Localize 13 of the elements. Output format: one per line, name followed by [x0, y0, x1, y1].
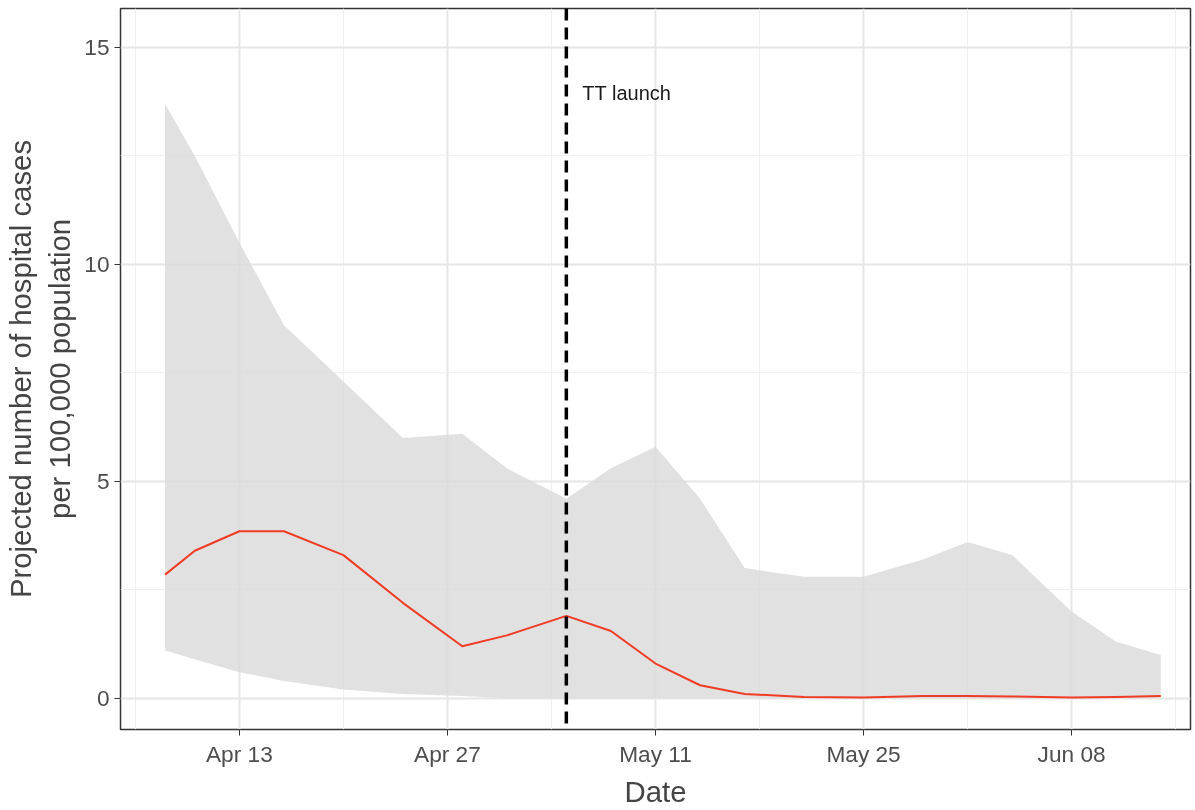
- x-tick-label: May 25: [826, 740, 901, 767]
- x-axis-title: Date: [624, 774, 687, 808]
- y-tick-label: 0: [96, 684, 110, 711]
- line-series: [164, 530, 1162, 699]
- y-tick-label: 10: [84, 250, 110, 277]
- y-tick-label: 15: [84, 34, 110, 61]
- y-axis-title: Projected number of hospital cases per 100,000 population: [3, 139, 77, 599]
- ref-line-label: TT launch: [582, 81, 671, 104]
- y-tick-label: 5: [96, 467, 110, 494]
- x-tick-label: May 11: [619, 740, 692, 767]
- x-tick-label: Apr 27: [414, 740, 481, 767]
- x-tick-label: Apr 13: [206, 740, 273, 767]
- x-tick-label: Jun 08: [1037, 740, 1106, 767]
